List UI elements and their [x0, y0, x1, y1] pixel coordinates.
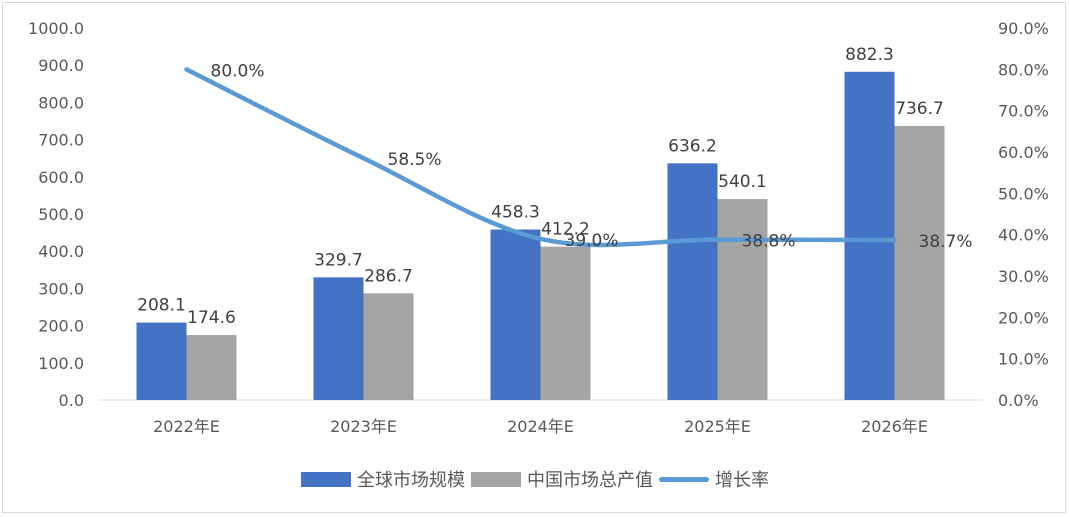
legend-item-growth: 增长率 — [659, 466, 769, 492]
legend-swatch-china — [471, 471, 521, 487]
right-tick-label: 70.0% — [998, 102, 1049, 121]
data-label-china: 540.1 — [718, 172, 767, 192]
bar-global — [313, 277, 364, 400]
category-label: 2026年E — [861, 417, 928, 436]
right-tick-label: 30.0% — [998, 267, 1049, 286]
bar-china — [540, 246, 591, 400]
left-tick-label: 100.0 — [38, 354, 84, 373]
data-label-global: 329.7 — [314, 250, 363, 270]
data-label-growth: 38.7% — [919, 232, 973, 252]
right-tick-label: 10.0% — [998, 350, 1049, 369]
left-tick-label: 800.0 — [38, 93, 84, 112]
legend-swatch-growth — [659, 476, 709, 482]
data-label-growth: 38.8% — [742, 232, 796, 252]
bar-global — [844, 71, 895, 401]
left-tick-label: 700.0 — [38, 131, 84, 150]
legend-label-china: 中国市场总产值 — [527, 470, 653, 491]
right-tick-label: 50.0% — [998, 184, 1049, 203]
bar-china — [186, 335, 237, 400]
left-tick-label: 1000.0 — [28, 19, 84, 38]
data-label-growth: 80.0% — [211, 61, 265, 81]
right-tick-label: 80.0% — [998, 60, 1049, 79]
legend-label-growth: 增长率 — [715, 470, 769, 491]
bar-global — [136, 322, 187, 400]
bar-china — [363, 293, 414, 400]
left-tick-label: 0.0 — [59, 391, 84, 410]
data-label-china: 736.7 — [895, 99, 944, 119]
data-label-china: 412.2 — [541, 220, 590, 240]
bar-china — [894, 125, 945, 400]
category-label: 2022年E — [153, 417, 220, 436]
data-label-growth: 58.5% — [388, 150, 442, 170]
data-label-global: 636.2 — [668, 136, 717, 156]
legend-swatch-global — [301, 471, 351, 487]
right-tick-label: 90.0% — [998, 19, 1049, 38]
data-label-global: 458.3 — [491, 203, 540, 223]
legend-label-global: 全球市场规模 — [357, 470, 465, 491]
right-tick-label: 0.0% — [998, 391, 1039, 410]
category-label: 2023年E — [330, 417, 397, 436]
data-label-global: 882.3 — [845, 45, 894, 65]
data-label-growth: 39.0% — [565, 231, 619, 251]
left-tick-label: 400.0 — [38, 242, 84, 261]
left-tick-label: 300.0 — [38, 279, 84, 298]
data-label-global: 208.1 — [137, 296, 186, 316]
legend-item-china: 中国市场总产值 — [471, 466, 653, 492]
left-tick-label: 600.0 — [38, 168, 84, 187]
category-label: 2024年E — [507, 417, 574, 436]
bar-china — [717, 199, 768, 400]
data-label-china: 174.6 — [187, 308, 236, 328]
line-growth-rate — [184, 67, 897, 248]
left-tick-label: 900.0 — [38, 56, 84, 75]
legend-item-global: 全球市场规模 — [301, 466, 465, 492]
left-tick-label: 500.0 — [38, 205, 84, 224]
right-tick-label: 40.0% — [998, 226, 1049, 245]
bar-global — [667, 163, 718, 400]
category-label: 2025年E — [684, 417, 751, 436]
data-label-china: 286.7 — [364, 266, 413, 286]
bar-global — [490, 229, 541, 400]
right-tick-label: 20.0% — [998, 308, 1049, 327]
right-tick-label: 60.0% — [998, 143, 1049, 162]
legend: 全球市场规模 中国市场总产值 增长率 — [0, 466, 1070, 492]
left-tick-label: 200.0 — [38, 317, 84, 336]
